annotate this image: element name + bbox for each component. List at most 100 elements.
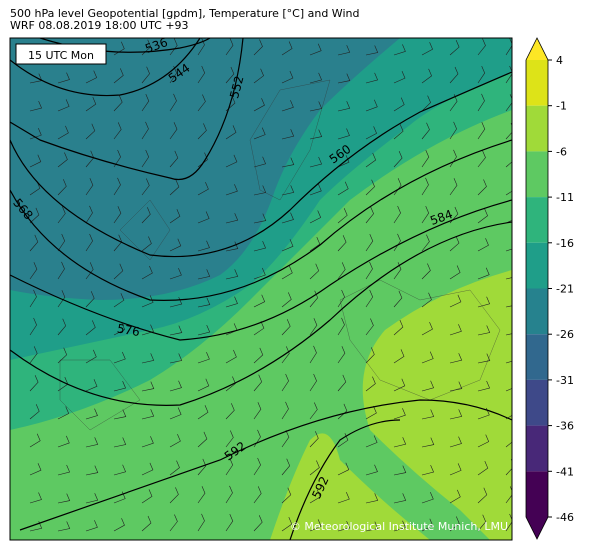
- wind-barb: [225, 485, 233, 504]
- wind-barb: [113, 263, 124, 280]
- map-panel: 536 544 552 560 568 576 584 592 592 © Me…: [10, 38, 512, 540]
- wind-barb: [29, 127, 42, 140]
- wind-barb: [57, 179, 67, 196]
- wind-barb: [505, 94, 512, 112]
- wind-barb: [421, 149, 430, 168]
- wind-barb: [309, 431, 319, 448]
- wind-barb: [309, 318, 318, 336]
- wind-barb: [253, 267, 266, 280]
- wind-barb: [169, 514, 178, 532]
- wind-barb: [505, 486, 512, 504]
- wind-barb: [477, 434, 490, 448]
- wind-barb: [57, 125, 69, 140]
- colorbar-tick-label: -6: [556, 145, 567, 158]
- wind-barb: [421, 321, 433, 336]
- wind-barb: [421, 292, 432, 308]
- wind-barb: [225, 296, 238, 308]
- wind-barb: [477, 487, 488, 504]
- wind-barb: [281, 516, 293, 532]
- wind-barb: [309, 460, 320, 476]
- wind-barb: [197, 269, 211, 280]
- wind-barb: [281, 430, 290, 448]
- colorbar-over: [526, 38, 548, 60]
- wind-barb: [225, 213, 239, 224]
- wind-barb: [85, 233, 93, 252]
- wind-barb: [85, 205, 93, 224]
- wind-barb: [365, 233, 374, 252]
- wind-barb: [309, 183, 322, 196]
- wind-barb: [141, 381, 155, 392]
- wind-barb: [393, 262, 402, 280]
- wind-barb: [29, 207, 40, 224]
- wind-barb: [141, 66, 150, 84]
- wind-barb: [421, 205, 430, 224]
- wind-barb: [337, 208, 348, 224]
- wind-barb: [169, 487, 179, 504]
- wind-barb: [197, 513, 205, 532]
- wind-barb: [57, 464, 71, 476]
- wind-barb: [113, 206, 122, 224]
- wind-barb: [225, 430, 234, 448]
- wind-barb: [85, 493, 99, 504]
- wind-barb: [85, 70, 98, 84]
- wind-barb: [309, 263, 320, 280]
- wind-barb: [85, 379, 98, 392]
- wind-barb: [477, 353, 491, 364]
- wind-barb: [197, 181, 209, 196]
- wind-barb: [169, 433, 181, 448]
- wind-barb: [477, 238, 489, 252]
- wind-barb: [365, 289, 374, 308]
- wind-barb: [365, 261, 373, 280]
- wind-barb: [29, 346, 38, 364]
- wind-barb: [365, 464, 378, 476]
- wind-barb: [505, 38, 512, 56]
- wind-barb: [57, 347, 68, 364]
- wind-barb: [29, 100, 43, 112]
- wind-barb: [505, 248, 512, 252]
- wind-barb: [141, 489, 153, 504]
- wind-barb: [57, 318, 67, 336]
- wind-barb: [169, 179, 180, 196]
- wind-barb: [57, 290, 66, 308]
- wind-barb: [337, 235, 347, 252]
- colorbar-tick-label: -1: [556, 100, 567, 113]
- wind-barb: [365, 72, 379, 84]
- colorbar-tick-label: -31: [556, 374, 574, 387]
- wind-barb: [477, 179, 487, 196]
- wind-barb: [141, 265, 153, 280]
- wind-barb: [449, 353, 463, 364]
- wind-barb: [57, 72, 70, 84]
- wind-barb: [57, 435, 70, 448]
- wind-barb: [505, 513, 512, 532]
- contour-line: [10, 71, 512, 258]
- contour-line: [289, 419, 401, 540]
- wind-barb: [449, 324, 462, 336]
- wind-barb: [253, 374, 263, 392]
- wind-barb: [197, 324, 211, 336]
- wind-barb: [29, 289, 37, 308]
- wind-barb: [253, 457, 261, 476]
- wind-barb: [85, 262, 94, 280]
- credit: © Meteorological Institute Munich, LMU: [290, 520, 508, 533]
- wind-barb: [169, 325, 183, 336]
- wind-barb: [309, 345, 317, 364]
- colorbar-tick-label: 4: [556, 54, 563, 67]
- wind-barb: [477, 325, 491, 336]
- wind-barb: [337, 433, 349, 448]
- wind-barb: [309, 373, 317, 392]
- wind-barb: [393, 349, 405, 364]
- wind-barb: [449, 149, 457, 168]
- coastline: [59, 79, 501, 431]
- wind-barb: [141, 236, 152, 252]
- wind-barb: [281, 401, 289, 420]
- wind-barb: [421, 409, 435, 420]
- wind-barb: [169, 460, 180, 476]
- wind-barb: [309, 236, 321, 252]
- wind-barb: [393, 70, 406, 84]
- wind-barb: [113, 322, 126, 336]
- wind-barb: [309, 290, 319, 308]
- wind-barb: [309, 402, 318, 420]
- wind-barb: [281, 157, 295, 168]
- wind-barb: [365, 318, 374, 336]
